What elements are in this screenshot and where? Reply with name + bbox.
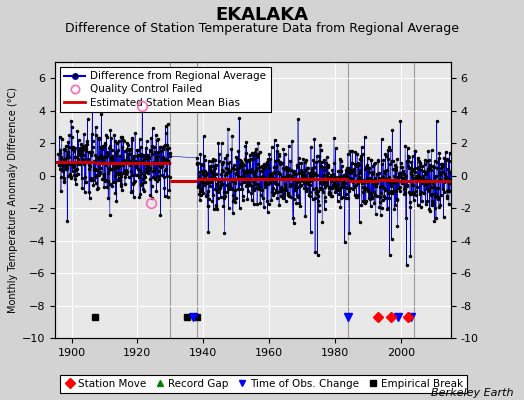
Legend: Difference from Regional Average, Quality Control Failed, Estimated Station Mean: Difference from Regional Average, Qualit… — [60, 67, 270, 112]
Text: Berkeley Earth: Berkeley Earth — [431, 388, 514, 398]
Y-axis label: Monthly Temperature Anomaly Difference (°C): Monthly Temperature Anomaly Difference (… — [8, 87, 18, 313]
Text: EKALAKA: EKALAKA — [215, 6, 309, 24]
Text: Difference of Station Temperature Data from Regional Average: Difference of Station Temperature Data f… — [65, 22, 459, 35]
Legend: Station Move, Record Gap, Time of Obs. Change, Empirical Break: Station Move, Record Gap, Time of Obs. C… — [60, 375, 467, 393]
